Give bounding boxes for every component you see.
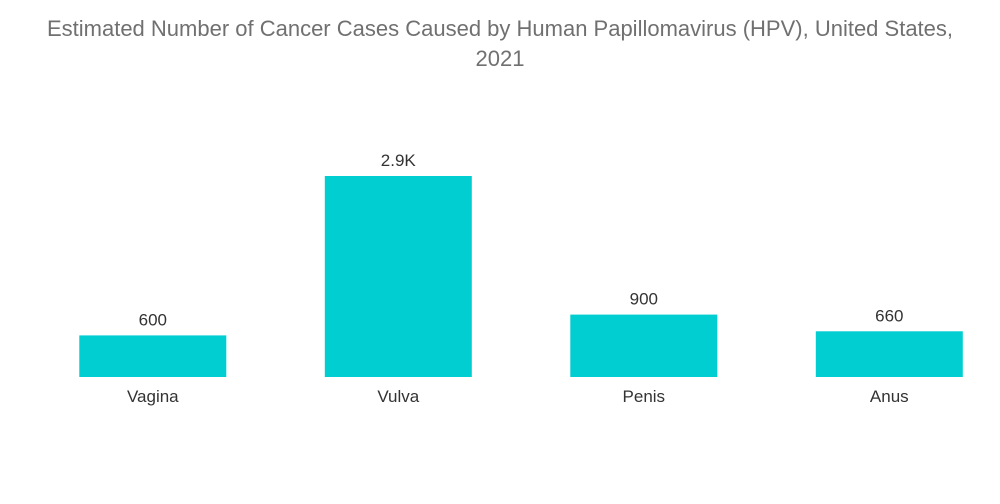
data-label-vagina: 600 xyxy=(139,310,167,329)
x-tick-label-vagina: Vagina xyxy=(127,387,179,406)
x-tick-label-penis: Penis xyxy=(623,387,666,406)
chart-title: Estimated Number of Cancer Cases Caused … xyxy=(0,14,1000,74)
bar-vagina xyxy=(79,335,227,377)
data-label-vulva: 2.9K xyxy=(381,151,417,170)
data-label-penis: 900 xyxy=(630,290,658,309)
data-label-anus: 660 xyxy=(875,306,903,325)
chart-title-line-2: 2021 xyxy=(475,46,525,71)
bar-anus xyxy=(815,331,963,377)
bar-penis xyxy=(570,314,718,377)
x-tick-label-anus: Anus xyxy=(870,387,909,406)
bar-vulva xyxy=(324,176,472,377)
x-tick-label-vulva: Vulva xyxy=(377,387,419,406)
chart-title-line-1: Estimated Number of Cancer Cases Caused … xyxy=(46,16,954,41)
